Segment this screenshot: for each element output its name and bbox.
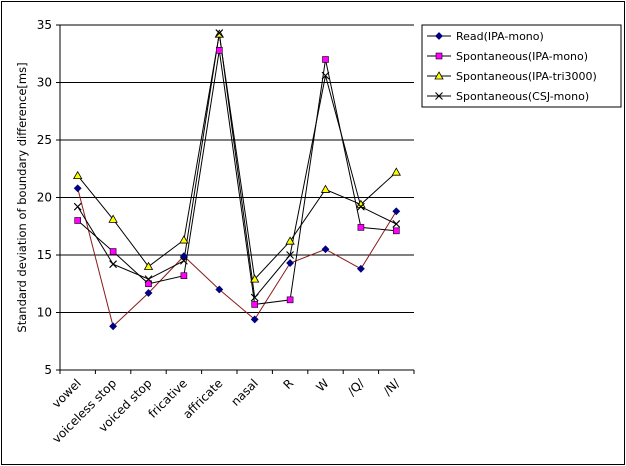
data-point (321, 71, 330, 80)
legend-label: Spontaneous(IPA-tri3000) (456, 70, 597, 83)
series-line (77, 34, 397, 281)
data-point (145, 280, 152, 288)
legend-marker (434, 71, 444, 80)
data-point (392, 220, 401, 228)
data-point (251, 301, 258, 308)
data-point (321, 245, 330, 254)
data-point (73, 202, 82, 211)
data-point (216, 46, 223, 54)
legend-marker (435, 92, 443, 100)
x-tick-label: /Q/ (345, 376, 368, 399)
data-point (109, 322, 118, 331)
x-tick-label: nasal (228, 376, 260, 408)
data-point (144, 289, 153, 297)
legend-label: Read(IPA-mono) (456, 30, 544, 43)
data-point (392, 227, 400, 235)
data-point (286, 259, 295, 267)
data-point (250, 274, 260, 283)
data-point (215, 285, 224, 294)
legend-label: Spontaneous(IPA-mono) (456, 50, 588, 63)
data-point (73, 170, 83, 180)
data-point (320, 184, 331, 193)
series-line (77, 50, 397, 305)
x-tick-label: R (280, 376, 296, 392)
y-tick-label: 35 (37, 18, 52, 32)
x-tick-label: affricate (180, 376, 225, 421)
data-point (322, 56, 329, 63)
data-point (179, 252, 188, 261)
y-tick-label: 25 (37, 133, 52, 147)
y-tick-labels: 5 10 15 20 25 30 35 (37, 18, 52, 377)
data-point (108, 214, 118, 223)
series-lines (77, 33, 397, 328)
data-point (391, 167, 401, 176)
series-line (77, 33, 397, 299)
legend-marker (435, 52, 443, 60)
data-point (250, 315, 259, 324)
series-line (77, 188, 397, 328)
x-tick-label: /N/ (380, 376, 403, 399)
data-point (215, 29, 224, 37)
y-tick-label: 15 (37, 248, 52, 262)
data-point (179, 235, 189, 244)
data-point (285, 236, 295, 245)
legend-box (421, 24, 622, 108)
legend-marker (435, 32, 443, 40)
y-tick-label: 30 (37, 76, 52, 90)
y-axis-label: Standard deviation of boundary differenc… (15, 62, 29, 332)
legend: Read(IPA-mono) Spontaneous(IPA-mono) Spont… (427, 30, 597, 103)
data-point (286, 251, 294, 259)
data-point (356, 264, 365, 273)
y-tick-label: 20 (37, 191, 52, 205)
data-point (180, 256, 188, 265)
data-point (144, 275, 153, 284)
legend-label: Spontaneous(CSJ-mono) (456, 90, 589, 103)
y-tick-label: 5 (44, 363, 52, 377)
data-point (286, 296, 294, 304)
data-point (392, 207, 401, 216)
x-tick-label: W (313, 376, 331, 394)
y-tick-label: 10 (37, 306, 52, 320)
data-point (73, 184, 82, 193)
data-point (357, 224, 365, 231)
data-point (109, 248, 117, 255)
data-point (143, 261, 154, 270)
series-markers (73, 29, 401, 331)
data-point (74, 217, 81, 224)
data-point (109, 260, 117, 269)
data-point (357, 202, 365, 211)
data-point (250, 293, 259, 302)
data-point (180, 272, 188, 280)
